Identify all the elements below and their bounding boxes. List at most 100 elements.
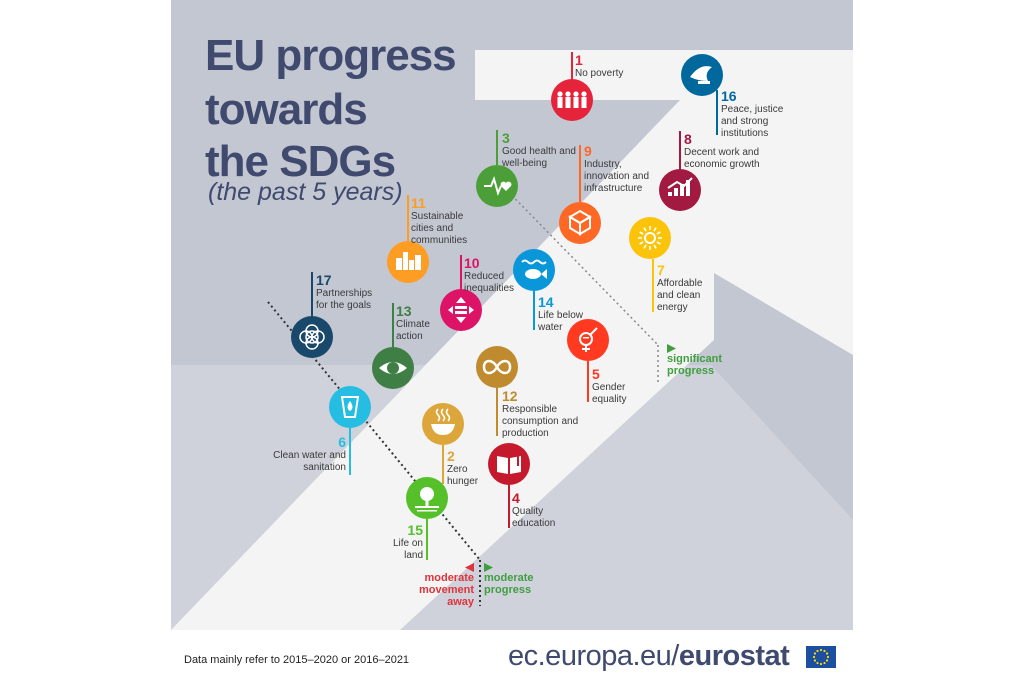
sdg-label-13: 13 Climate action — [396, 303, 441, 343]
sdg-goal-12[interactable] — [476, 346, 518, 436]
goal-label: Good health and well-being — [502, 146, 576, 169]
goal-label: No poverty — [575, 68, 624, 79]
goal-circle[interactable] — [629, 217, 671, 259]
significant-progress-label: significant progress — [667, 344, 737, 377]
sdg-label-5: 5 Gender equality — [592, 366, 642, 406]
title-line-1: EU progress — [205, 31, 457, 80]
bowl-shape — [431, 424, 455, 435]
person-head — [565, 91, 571, 97]
sun-ray — [656, 241, 661, 245]
sdg-goal-3[interactable] — [476, 130, 518, 207]
pulse-line — [484, 176, 502, 196]
sdg-goal-14[interactable] — [513, 249, 555, 330]
equals-sign — [583, 337, 589, 339]
person-head — [557, 91, 563, 97]
arrow-left — [448, 306, 453, 314]
sdg-goal-2[interactable] — [422, 403, 464, 484]
sdg-goal-9[interactable] — [559, 145, 601, 244]
sdg-label-14: 14 Life below water — [538, 294, 588, 334]
sun-ray — [653, 227, 657, 232]
building — [403, 252, 408, 270]
sdg-goal-10[interactable] — [440, 255, 482, 331]
sdg-goal-8[interactable] — [659, 131, 701, 211]
sun-ray — [639, 231, 644, 235]
goal-number: 17 — [316, 272, 332, 288]
eu-star — [813, 659, 817, 662]
goal-number: 3 — [502, 130, 510, 146]
sdg-goal-1[interactable] — [551, 52, 593, 121]
growth-arrow — [667, 177, 693, 189]
fish-tail — [541, 269, 547, 279]
moderate-progress-label: moderate progress — [484, 563, 544, 596]
goal-circle[interactable] — [440, 289, 482, 331]
growth-bar — [680, 184, 684, 196]
growth-bar — [686, 180, 690, 196]
goal-number: 13 — [396, 303, 412, 319]
tree-icon — [415, 487, 439, 512]
sdg-label-4: 4 Quality education — [512, 490, 572, 530]
arrow-down — [456, 317, 466, 323]
sun-icon — [638, 226, 662, 250]
sdg-label-17: 17 Partnerships for the goals — [316, 272, 381, 312]
person-body — [573, 97, 579, 108]
sdg-goal-4[interactable] — [488, 443, 530, 528]
sdg-label-12: 12 Responsible consumption and production — [502, 388, 582, 440]
goal-label: Affordable and clean energy — [657, 278, 703, 313]
goal-circle[interactable] — [488, 443, 530, 485]
eu-star — [819, 648, 823, 652]
building — [396, 258, 402, 270]
goal-number: 2 — [447, 448, 455, 464]
city-icon — [396, 252, 421, 270]
growth-bar — [674, 188, 678, 196]
equality-icon — [448, 297, 474, 323]
eu-star — [816, 649, 819, 653]
sun-ray — [656, 231, 661, 235]
eurostat-url[interactable]: ec.europa.eu/eurostat — [508, 640, 790, 672]
goal-label: Partnerships for the goals — [316, 288, 373, 311]
eu-star — [825, 652, 829, 655]
sun-core — [644, 232, 656, 244]
goal-circle[interactable] — [551, 79, 593, 121]
sun-ray — [653, 244, 657, 249]
arrow-right-icon — [484, 563, 493, 572]
goal-circle[interactable] — [567, 319, 609, 361]
steam-line — [445, 408, 451, 422]
subtitle: (the past 5 years) — [208, 178, 403, 206]
sdg-goal-11[interactable] — [387, 195, 429, 283]
goal-label: Peace, justice and strong institutions — [721, 104, 784, 139]
sdg-label-7: 7 Affordable and clean energy — [657, 262, 717, 314]
person-head — [581, 91, 587, 97]
goal-number: 6 — [338, 434, 346, 450]
sdg-label-2: 2 Zero hunger — [447, 448, 487, 488]
steam-line — [440, 408, 446, 422]
goal-label: Responsible consumption and production — [502, 404, 579, 439]
goal-number: 9 — [584, 143, 592, 159]
glass-shape — [340, 396, 360, 418]
growth-chart-icon — [667, 177, 693, 196]
infinity-icon — [482, 359, 512, 375]
sdg-goal-17[interactable] — [291, 272, 333, 358]
book-shape — [497, 456, 521, 474]
sdg-goal-15[interactable] — [406, 477, 448, 560]
sdg-label-10: 10 Reduced inequalities — [464, 255, 524, 295]
person-body — [565, 97, 571, 108]
sdg-goal-13[interactable] — [372, 303, 414, 389]
equals-bar-bottom — [455, 311, 467, 314]
sdg-goal-6[interactable] — [329, 386, 371, 475]
goal-number: 11 — [411, 195, 426, 211]
eu-star — [813, 652, 817, 655]
person-body — [581, 97, 587, 108]
fish-body — [525, 269, 541, 279]
sdg-goal-7[interactable] — [629, 217, 671, 312]
sdg-goal-5[interactable] — [567, 319, 609, 402]
sdg-label-8: 8 Decent work and economic growth — [684, 131, 784, 171]
goal-number: 12 — [502, 388, 518, 404]
goal-number: 4 — [512, 490, 520, 506]
heartbeat-icon — [484, 176, 512, 196]
goal-label: Life on land — [392, 538, 423, 561]
gavel-shape — [698, 81, 710, 84]
eu-star — [819, 662, 823, 666]
sun-ray — [643, 227, 647, 232]
moderate-away-label: moderate movement away — [408, 563, 474, 608]
sdg-goal-16[interactable] — [681, 54, 723, 135]
